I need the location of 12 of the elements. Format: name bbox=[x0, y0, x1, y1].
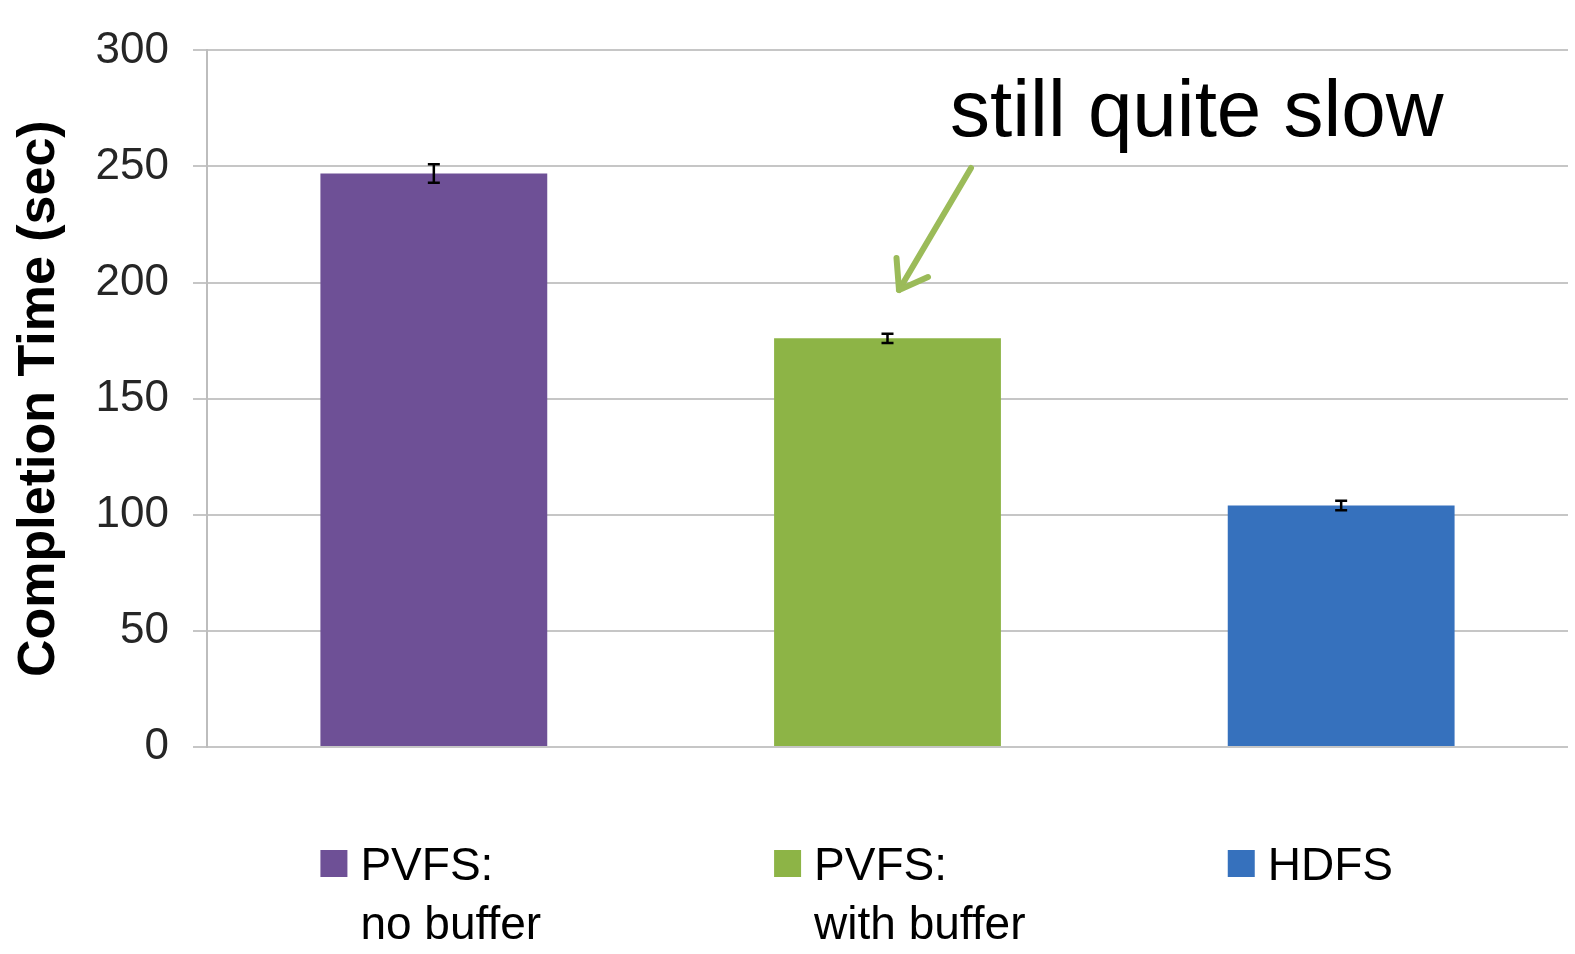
y-tick-label: 50 bbox=[120, 603, 169, 653]
y-tick-label: 250 bbox=[95, 138, 169, 188]
y-tick-label: 150 bbox=[95, 370, 169, 420]
y-axis-title: Completion Time (sec) bbox=[6, 120, 65, 678]
legend-label: PVFS: no buffer bbox=[360, 838, 542, 949]
legend-label: PVFS: with buffer bbox=[813, 838, 1026, 949]
legend-label: HDFS bbox=[1267, 838, 1393, 890]
y-tick-label: 100 bbox=[95, 486, 169, 536]
y-tick-label: 0 bbox=[144, 719, 169, 769]
y-tick-label: 200 bbox=[95, 254, 169, 304]
annotation: still quite slow bbox=[950, 64, 1444, 154]
y-tick-label: 300 bbox=[95, 22, 169, 72]
